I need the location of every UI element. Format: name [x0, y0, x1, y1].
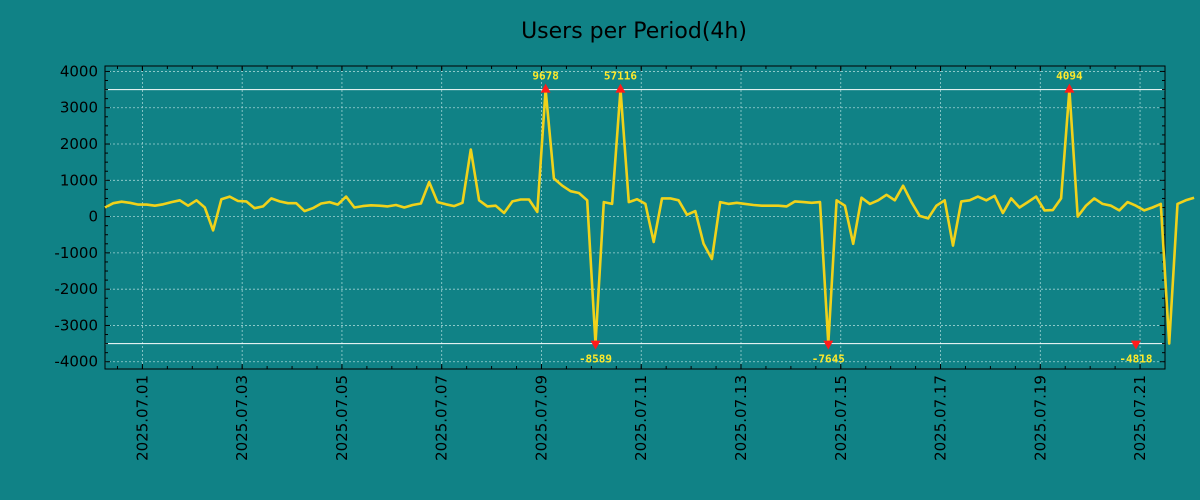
axis-ticks: 4000 3000 2000 1000 0 -1000 -2000 -3000 -4000 202…	[54, 62, 1166, 461]
x-tick-label: 2025.07.07	[433, 375, 451, 461]
trough-label: -4818	[1119, 353, 1152, 366]
peak-label: 57116	[604, 70, 637, 83]
grid-lines	[105, 66, 1165, 369]
y-tick-label: 1000	[60, 171, 98, 189]
trough-label: -7645	[812, 353, 845, 366]
x-tick-label: 2025.07.21	[1131, 375, 1149, 461]
x-tick-label: 2025.07.11	[632, 375, 650, 461]
clip-lines	[105, 89, 1165, 345]
series-line-users	[104, 88, 1195, 345]
y-tick-label: -4000	[54, 353, 98, 371]
peak-marker	[540, 83, 551, 93]
annotations: 9678 -8589 57116 -7645 4094 -4818	[532, 70, 1152, 366]
trough-marker	[590, 340, 601, 350]
x-tick-label: 2025.07.19	[1031, 375, 1049, 461]
x-tick-label: 2025.07.17	[932, 375, 950, 461]
x-tick-label: 2025.07.03	[233, 375, 251, 461]
x-tick-label: 2025.07.05	[333, 375, 351, 461]
trough-marker	[1130, 340, 1141, 350]
y-tick-label: -2000	[54, 280, 98, 298]
peak-label: 4094	[1056, 70, 1083, 83]
peak-marker	[1064, 83, 1075, 93]
x-tick-label: 2025.07.09	[532, 375, 550, 461]
series-line-group	[104, 88, 1195, 345]
plot-area-frame	[104, 65, 1166, 370]
y-tick-label: 3000	[60, 99, 98, 117]
trough-label: -8589	[579, 353, 612, 366]
y-tick-label: 4000	[60, 62, 98, 80]
x-tick-label: 2025.07.15	[832, 375, 850, 461]
peak-marker	[615, 83, 626, 93]
y-tick-label: 0	[88, 208, 98, 226]
y-tick-label: -3000	[54, 316, 98, 334]
trough-marker	[823, 340, 834, 350]
y-tick-label: 2000	[60, 135, 98, 153]
chart-title: Users per Period(4h)	[521, 19, 747, 44]
y-tick-label: -1000	[54, 244, 98, 262]
x-tick-label: 2025.07.01	[133, 375, 151, 461]
x-tick-label: 2025.07.13	[732, 375, 750, 461]
peak-label: 9678	[532, 70, 559, 83]
